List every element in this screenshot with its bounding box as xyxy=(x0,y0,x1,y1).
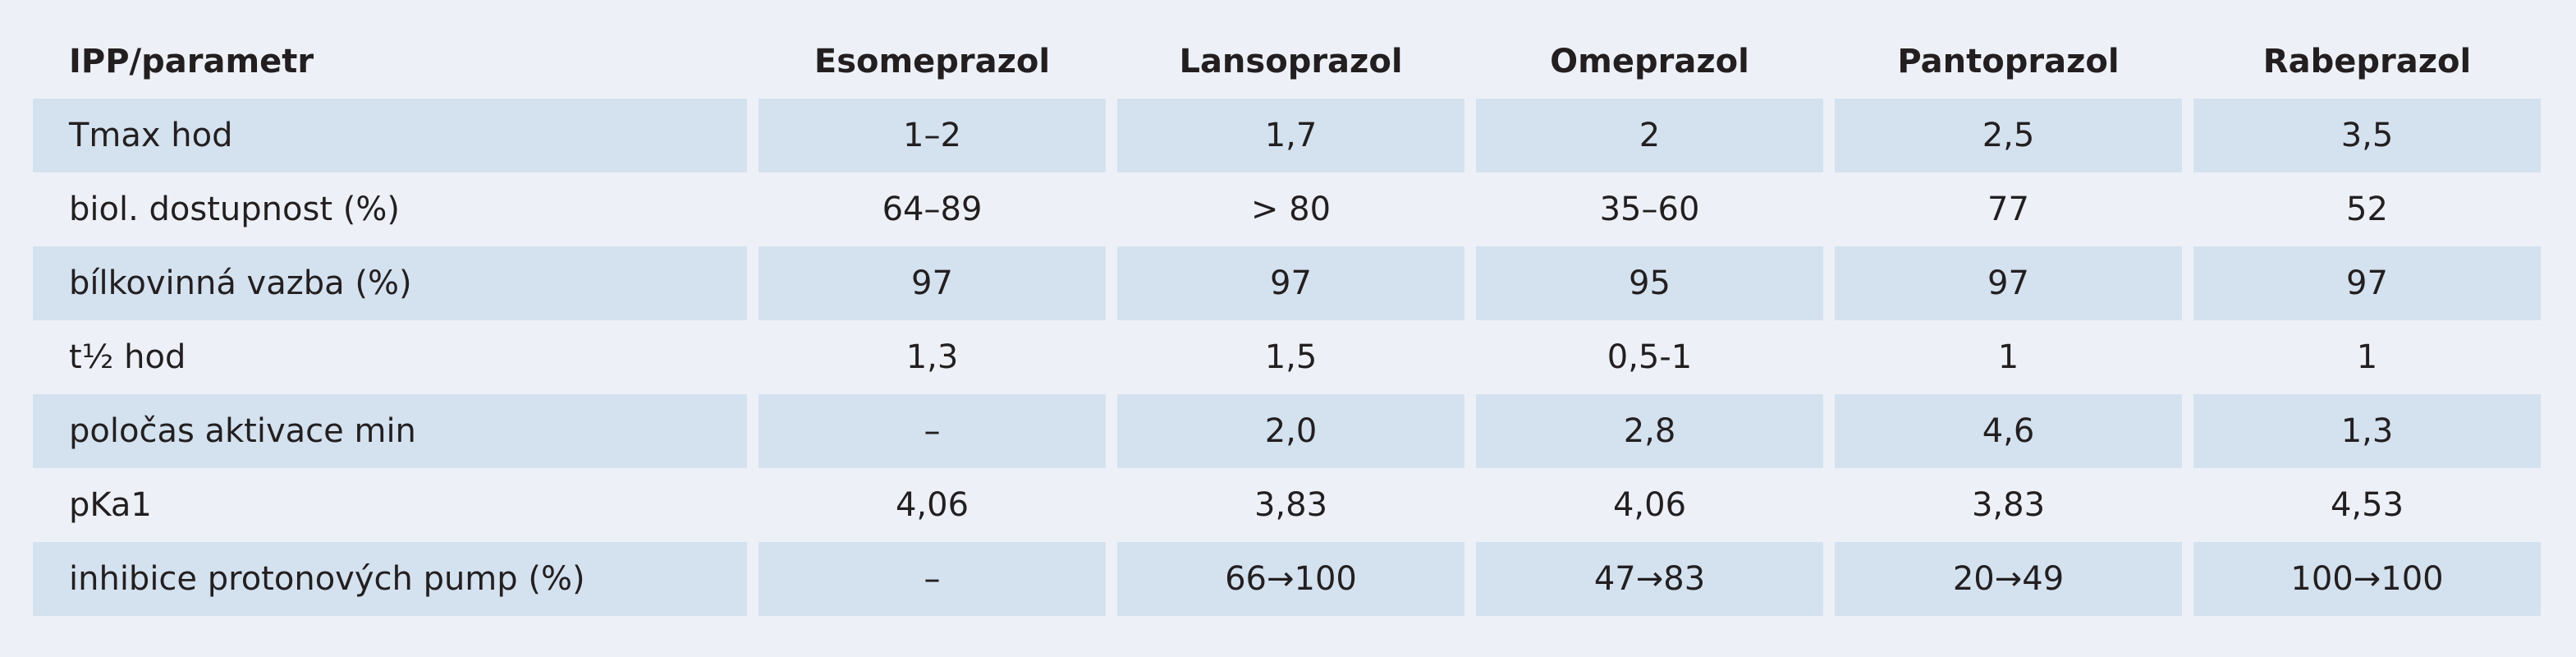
table-cell: 47→83 xyxy=(1476,542,1823,616)
table-cell: – xyxy=(759,394,1106,468)
table-cell: 2 xyxy=(1476,99,1823,172)
table-cell: 3,83 xyxy=(1254,486,1328,524)
row-label: inhibice protonových pump (%) xyxy=(33,542,747,616)
table-cell: 1,3 xyxy=(905,338,959,376)
table-cell: 64–89 xyxy=(882,191,983,228)
table-cell: 1,5 xyxy=(1264,338,1318,376)
table-cell: 35–60 xyxy=(1599,191,1700,228)
table: IPP/parametr Esomeprazol Lansoprazol Omepra… xyxy=(33,25,2541,616)
table-cell: 2,8 xyxy=(1476,394,1823,468)
table-cell: 1 xyxy=(2356,338,2378,376)
table-cell: 4,53 xyxy=(2330,486,2404,524)
table-cell: 0,5-1 xyxy=(1607,338,1693,376)
table-cell: 4,06 xyxy=(1612,486,1687,524)
table-cell: 66→100 xyxy=(1117,542,1464,616)
table-cell: 20→49 xyxy=(1835,542,2182,616)
table-cell: 4,06 xyxy=(895,486,969,524)
row-label: pKa1 xyxy=(69,486,152,524)
header-cell: Omeprazol xyxy=(1550,43,1749,80)
row-label: bílkovinná vazba (%) xyxy=(33,246,747,320)
table-cell: 97 xyxy=(759,246,1106,320)
table-cell: – xyxy=(759,542,1106,616)
row-label: poločas aktivace min xyxy=(33,394,747,468)
table-cell: 52 xyxy=(2346,191,2388,228)
header-cell: IPP/parametr xyxy=(69,43,314,80)
table-cell: 1–2 xyxy=(759,99,1106,172)
row-label: t½ hod xyxy=(69,338,186,376)
table-cell: > 80 xyxy=(1250,191,1332,228)
table-cell: 1,3 xyxy=(2193,394,2541,468)
table-cell: 97 xyxy=(1835,246,2182,320)
table-cell: 1 xyxy=(1997,338,2019,376)
header-cell: Lansoprazol xyxy=(1179,43,1403,80)
table-cell: 95 xyxy=(1476,246,1823,320)
table-cell: 2,0 xyxy=(1117,394,1464,468)
header-cell: Esomeprazol xyxy=(814,43,1051,80)
header-cell: Rabeprazol xyxy=(2262,43,2472,80)
row-label: biol. dostupnost (%) xyxy=(69,191,400,228)
table-cell: 1,7 xyxy=(1117,99,1464,172)
header-cell: Pantoprazol xyxy=(1897,43,2120,80)
table-cell: 77 xyxy=(1987,191,2029,228)
table-cell: 3,5 xyxy=(2193,99,2541,172)
table-cell: 97 xyxy=(2193,246,2541,320)
table-cell: 97 xyxy=(1117,246,1464,320)
table-cell: 100→100 xyxy=(2193,542,2541,616)
table-cell: 2,5 xyxy=(1835,99,2182,172)
row-label: Tmax hod xyxy=(33,99,747,172)
table-cell: 4,6 xyxy=(1835,394,2182,468)
table-cell: 3,83 xyxy=(1971,486,2046,524)
